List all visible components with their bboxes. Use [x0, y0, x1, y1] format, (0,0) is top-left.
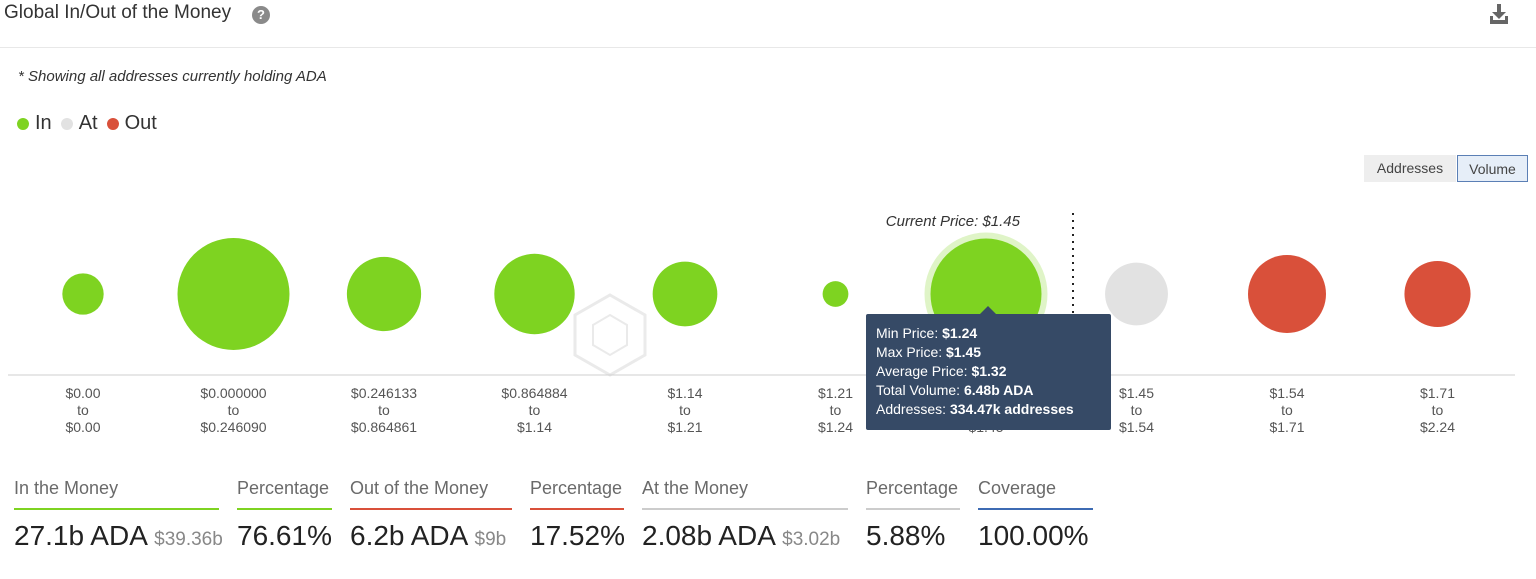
- x-tick-label: $1.24: [818, 419, 853, 435]
- x-tick-label: to: [228, 402, 240, 418]
- bubble-in[interactable]: [346, 256, 422, 332]
- x-tick-label: to: [679, 402, 691, 418]
- x-tick-label: $1.71: [1269, 419, 1304, 435]
- x-tick-label: $0.864884: [501, 385, 567, 401]
- x-tick-label: $1.71: [1420, 385, 1455, 401]
- chart-header: Global In/Out of the Money ?: [0, 0, 1536, 48]
- x-tick-label: to: [1432, 402, 1444, 418]
- addresses-toggle-button[interactable]: Addresses: [1364, 155, 1456, 182]
- current-price-label: Current Price: $1.45: [886, 213, 1021, 230]
- x-tick-label: $1.54: [1119, 419, 1154, 435]
- bubble-in[interactable]: [652, 261, 718, 327]
- legend-label-in: In: [35, 112, 52, 134]
- x-tick-label: $0.00: [65, 419, 100, 435]
- x-tick-label: $1.54: [1269, 385, 1304, 401]
- stat-label: At the Money: [642, 478, 848, 510]
- stat-in-percentage: Percentage 76.61%: [237, 478, 332, 552]
- legend-label-out: Out: [124, 112, 157, 134]
- stat-value: 5.88%: [866, 520, 946, 551]
- x-tick-label: to: [77, 402, 89, 418]
- watermark: [573, 293, 647, 377]
- tooltip-total-volume: Total Volume: 6.48b ADA: [876, 382, 1034, 398]
- stat-out-percentage: Percentage 17.52%: [530, 478, 625, 552]
- stat-value: 17.52%: [530, 520, 625, 551]
- bubble-in[interactable]: [494, 253, 575, 335]
- bubble-tooltip: Min Price: $1.24 Max Price: $1.45 Averag…: [866, 314, 1111, 430]
- bubble-chart: Current Price: $1.45 $0.00to$0.00$0.0000…: [8, 213, 1515, 435]
- stat-value: 2.08b ADA $3.02b: [642, 520, 841, 551]
- tooltip-arrow: [979, 306, 997, 315]
- x-tick-label: $0.00: [65, 385, 100, 401]
- download-icon[interactable]: [1488, 2, 1510, 26]
- stat-value: 100.00%: [978, 520, 1089, 551]
- chart-legend: In At Out: [17, 112, 166, 135]
- legend-dot-out: [106, 117, 119, 130]
- stat-value: 27.1b ADA $39.36b: [14, 520, 223, 551]
- stat-value: 6.2b ADA $9b: [350, 520, 507, 551]
- x-tick-label: to: [1281, 402, 1293, 418]
- legend-label-at: At: [78, 112, 98, 134]
- tooltip-max-price: Max Price: $1.45: [876, 344, 982, 360]
- stat-label: Percentage: [866, 478, 960, 510]
- legend-item-at[interactable]: At: [60, 112, 98, 135]
- stat-label: In the Money: [14, 478, 219, 510]
- bubble-in[interactable]: [822, 281, 849, 307]
- x-tick-label: $1.21: [818, 385, 853, 401]
- stat-at-percentage: Percentage 5.88%: [866, 478, 960, 552]
- legend-item-in[interactable]: In: [17, 112, 52, 135]
- bubble-in[interactable]: [177, 238, 290, 350]
- tooltip-min-price: Min Price: $1.24: [876, 325, 978, 341]
- x-tick-label: $1.14: [667, 385, 702, 401]
- tooltip-addresses: Addresses: 334.47k addresses: [876, 401, 1074, 417]
- x-tick-label: $2.24: [1420, 419, 1455, 435]
- x-tick-label: $0.246133: [351, 385, 417, 401]
- volume-toggle-button[interactable]: Volume: [1457, 155, 1528, 182]
- x-tick-label: to: [378, 402, 390, 418]
- bubble-at[interactable]: [1105, 262, 1168, 326]
- x-tick-label: $0.246090: [200, 419, 266, 435]
- stat-label: Percentage: [237, 478, 332, 510]
- stat-at-the-money: At the Money 2.08b ADA $3.02b: [642, 478, 848, 552]
- x-tick-label: $1.21: [667, 419, 702, 435]
- chart-title: Global In/Out of the Money: [4, 2, 232, 23]
- stat-coverage: Coverage 100.00%: [978, 478, 1093, 552]
- stat-label: Out of the Money: [350, 478, 512, 510]
- x-tick-label: $0.000000: [200, 385, 266, 401]
- legend-dot-at: [60, 117, 73, 130]
- stat-value: 76.61%: [237, 520, 332, 551]
- bubble-in[interactable]: [62, 273, 104, 315]
- bubble-out[interactable]: [1404, 260, 1471, 328]
- x-tick-label: $1.14: [517, 419, 552, 435]
- stat-in-the-money: In the Money 27.1b ADA $39.36b: [14, 478, 223, 552]
- stat-label: Percentage: [530, 478, 624, 510]
- bubble-out[interactable]: [1248, 255, 1326, 333]
- tooltip-avg-price: Average Price: $1.32: [876, 363, 1007, 379]
- holders-note: * Showing all addresses currently holdin…: [18, 68, 327, 85]
- x-tick-label: $1.45: [1119, 385, 1154, 401]
- legend-item-out[interactable]: Out: [106, 112, 157, 135]
- legend-dot-in: [17, 117, 29, 130]
- x-tick-label: to: [830, 402, 842, 418]
- help-icon[interactable]: ?: [252, 6, 270, 24]
- x-tick-label: $0.864861: [351, 419, 417, 435]
- x-tick-label: to: [1131, 402, 1143, 418]
- stat-out-of-the-money: Out of the Money 6.2b ADA $9b: [350, 478, 512, 552]
- stat-label: Coverage: [978, 478, 1093, 510]
- x-tick-label: to: [529, 402, 541, 418]
